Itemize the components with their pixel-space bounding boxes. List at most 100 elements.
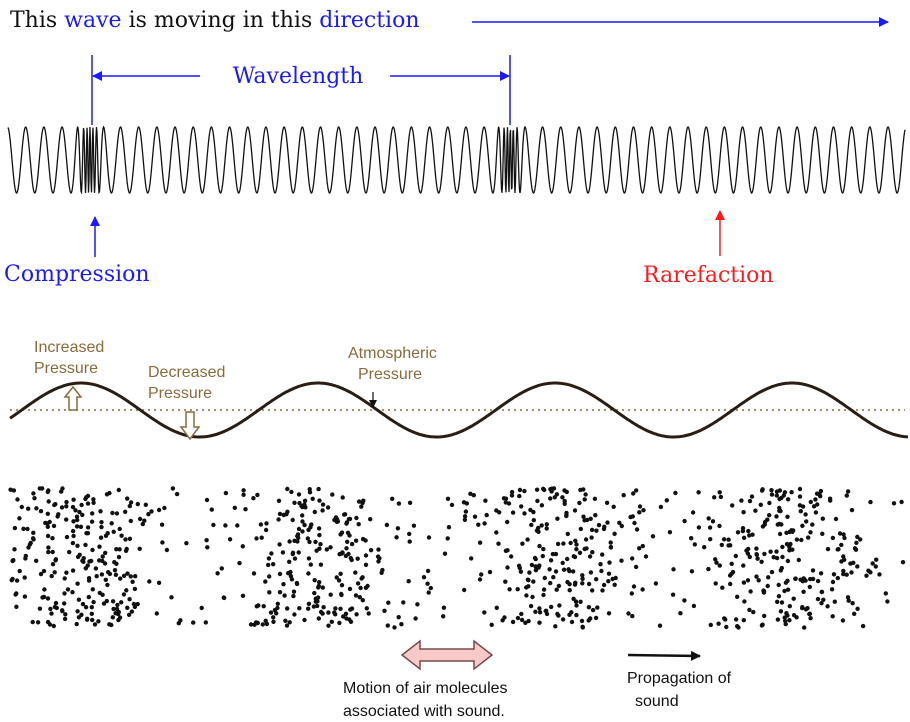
air-molecule-dot [818,571,824,576]
air-molecule-dot [77,552,82,557]
air-molecule-dot [399,622,404,627]
air-molecule-dot [541,587,547,592]
air-molecule-dot [608,545,614,550]
air-molecule-dot [771,555,776,560]
air-molecule-dot [542,575,547,581]
air-molecule-dot [569,619,575,625]
air-molecule-dot [707,525,713,530]
air-molecule-dot [671,567,676,572]
air-molecule-dot [852,611,857,616]
air-molecule-dot [806,535,811,540]
air-molecule-dot [533,609,538,614]
increased-pressure-label-line1: Increased [34,339,104,356]
air-molecule-dot [554,492,560,497]
air-molecule-dot [791,613,797,618]
air-molecule-dot [92,622,98,627]
air-molecule-dot [317,498,322,503]
air-molecule-dot [605,520,610,525]
air-molecule-dot [783,618,788,624]
air-molecule-dot [803,512,808,517]
air-molecule-dot [37,606,43,611]
air-molecule-dot [855,606,860,611]
air-molecule-dot [366,611,371,616]
air-molecule-dot [891,501,897,506]
air-molecule-dot [156,580,162,585]
air-molecule-dot [306,556,312,561]
air-molecule-dot [360,598,365,603]
air-molecule-dot [564,513,569,518]
air-molecule-dot [127,597,132,602]
air-molecule-dot [251,571,257,576]
air-molecule-dot [307,490,313,495]
air-molecule-dot [776,594,782,599]
air-molecule-dot [241,488,246,493]
air-molecule-dot [509,493,515,498]
air-molecule-dot [551,575,556,580]
air-molecule-dot [537,563,542,568]
air-molecule-dot [540,553,545,559]
air-molecule-dot [117,526,122,532]
air-molecule-dot [341,614,346,619]
air-molecule-dot [562,501,567,506]
air-molecule-dot [15,497,20,502]
air-molecule-dot [632,520,637,526]
air-molecule-dot [708,622,713,628]
air-molecule-dot [114,561,119,566]
air-molecule-dot [99,572,105,577]
air-molecule-dot [494,605,499,610]
air-molecule-dot [251,496,256,501]
air-molecule-dot [509,554,514,559]
air-molecule-dot [590,607,596,613]
air-molecule-dot [339,583,345,588]
air-molecule-dot [630,556,635,561]
air-molecule-dot [751,609,756,615]
air-molecule-dot [135,501,140,507]
air-molecule-dot [25,526,30,532]
air-molecule-dot [469,556,474,561]
increased-pressure-arrow-icon [63,385,83,411]
air-molecule-dot [803,607,809,612]
air-molecule-dot [477,577,483,582]
air-molecule-dot [50,549,55,555]
air-molecule-dot [569,610,574,615]
air-molecule-dot [255,492,260,498]
air-molecule-dot [868,570,873,575]
air-molecule-dot [382,608,387,613]
air-molecule-dot [774,489,780,494]
air-molecule-dot [619,523,624,529]
air-molecule-dot [547,567,552,572]
air-molecule-dot [109,622,114,628]
air-molecule-dot [142,518,147,523]
air-molecule-dot [117,547,122,552]
air-molecule-dot [845,489,851,494]
air-molecule-dot [634,527,640,532]
air-molecule-dot [22,575,27,580]
air-molecule-dot [101,601,107,606]
air-molecule-dot [43,520,48,526]
air-molecule-dot [608,540,613,545]
air-molecule-dot [472,514,478,519]
air-molecule-dot [477,540,483,545]
air-molecule-dot [728,581,733,587]
air-molecule-dot [75,581,80,586]
air-molecule-dot [267,590,272,595]
air-molecule-dot [285,606,290,611]
air-molecule-dot [713,557,718,562]
air-molecule-dot [280,550,286,555]
air-molecule-dot [873,564,878,569]
air-molecule-dot [326,610,331,615]
air-molecule-dot [526,584,531,589]
air-molecule-dot [768,549,773,554]
air-molecule-dot [774,493,779,498]
air-molecule-dot [46,545,51,550]
air-molecule-dot [45,533,51,539]
air-molecule-dot [510,619,516,625]
air-molecule-dot [819,601,824,606]
air-molecule-dot [517,487,523,493]
air-molecule-dot [110,615,116,620]
air-molecule-dot [606,611,612,616]
air-molecule-dot [658,504,664,510]
air-molecule-dot [162,505,167,511]
air-molecule-dot [312,590,317,596]
air-molecule-dot [784,541,790,547]
